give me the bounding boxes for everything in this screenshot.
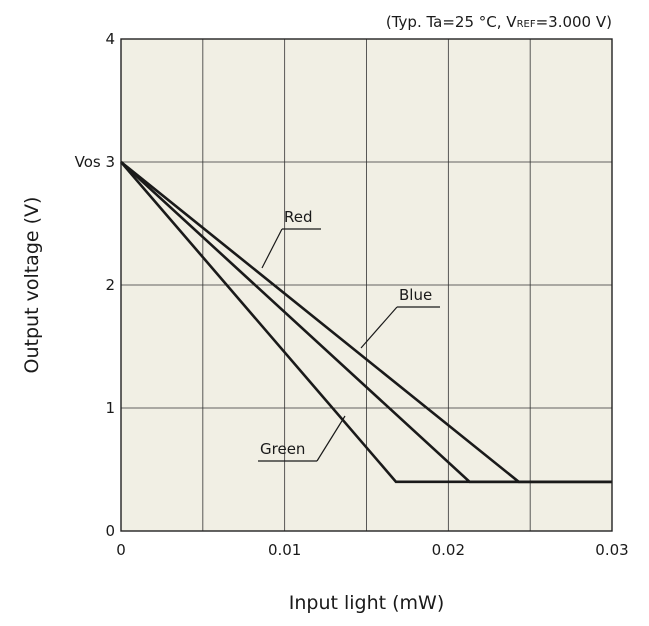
y-tick-label: Vos 3 <box>75 153 115 171</box>
test-condition: (Typ. Ta=25 °C, VREF=3.000 V) <box>386 13 612 31</box>
series-label-green: Green <box>260 440 305 458</box>
series-label-red: Red <box>284 208 313 226</box>
label-leader-line <box>316 415 346 462</box>
grid <box>121 39 612 531</box>
x-tick-label: 0.01 <box>268 541 301 559</box>
x-axis-title: Input light (mW) <box>289 592 445 614</box>
y-tick-label: 4 <box>105 30 115 48</box>
plot-frame <box>120 38 613 532</box>
tick-labels: 0 0.01 0.02 0.03 0 1 2 Vos 3 4 <box>75 30 629 559</box>
series-label-blue: Blue <box>399 286 432 304</box>
condition-suffix: =3.000 V) <box>536 13 612 31</box>
x-tick-label: 0.02 <box>432 541 465 559</box>
y-axis-title: Output voltage (V) <box>21 197 43 374</box>
series-labels: Red Blue Green <box>258 208 440 462</box>
x-tick-label: 0.03 <box>595 541 628 559</box>
label-leader-line <box>261 228 283 269</box>
condition-subscript: REF <box>517 19 536 30</box>
y-tick-label: 0 <box>105 522 115 540</box>
x-tick-label: 0 <box>116 541 126 559</box>
y-tick-label: 2 <box>105 276 115 294</box>
label-leader-line <box>360 306 398 349</box>
condition-prefix: (Typ. Ta=25 °C, V <box>386 13 517 31</box>
y-tick-label: 1 <box>105 399 115 417</box>
series-line-green <box>120 161 612 484</box>
series-lines <box>120 160 612 484</box>
